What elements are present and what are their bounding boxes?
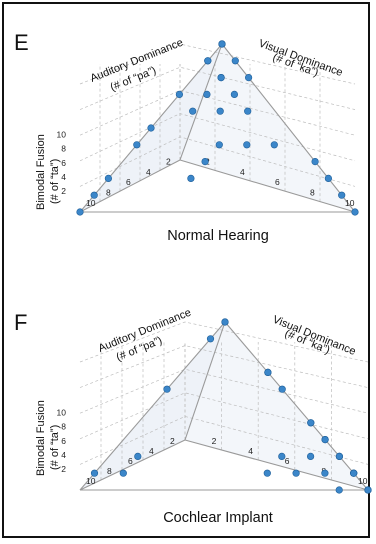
tick-label-bimodal: 8 bbox=[61, 144, 66, 154]
tick-label-visual: 6 bbox=[285, 456, 290, 466]
data-point bbox=[350, 469, 358, 477]
panel-f: F 246810246810246810 Auditory Dominance … bbox=[14, 307, 372, 526]
right-face bbox=[180, 44, 355, 212]
tick-label-auditory: 10 bbox=[86, 198, 96, 208]
tick-label-bimodal: 4 bbox=[61, 172, 66, 182]
data-point bbox=[90, 191, 98, 199]
panel-e: E 246810246810246810 Auditory Dominance … bbox=[14, 30, 359, 244]
panel-caption: Cochlear Implant bbox=[163, 510, 273, 526]
data-point bbox=[175, 90, 183, 98]
tick-label-visual: 8 bbox=[310, 188, 315, 198]
axis-subtitle-bimodal: (# of “ta”) bbox=[49, 425, 61, 470]
triangle-edge bbox=[184, 439, 369, 491]
data-point bbox=[90, 469, 99, 477]
data-point bbox=[351, 208, 359, 216]
tick-label-bimodal: 10 bbox=[57, 408, 67, 418]
data-point bbox=[243, 141, 251, 149]
data-point bbox=[218, 40, 226, 48]
tick-label-auditory: 2 bbox=[170, 436, 175, 446]
triangle-edge bbox=[79, 439, 186, 491]
tick-label-auditory: 8 bbox=[106, 188, 111, 198]
data-point bbox=[278, 452, 286, 461]
data-point bbox=[321, 469, 329, 477]
axis-title-bimodal: Bimodal Fusion bbox=[35, 400, 47, 476]
axis-subtitle-bimodal: (# of “ta”) bbox=[49, 159, 61, 204]
tick-label-auditory: 4 bbox=[149, 446, 154, 456]
tick-label-bimodal: 2 bbox=[61, 464, 66, 474]
tick-label-bimodal: 4 bbox=[61, 450, 66, 460]
data-point bbox=[321, 436, 329, 444]
tick-label-visual: 4 bbox=[240, 167, 245, 177]
data-point bbox=[217, 73, 225, 82]
tick-label-visual: 10 bbox=[358, 476, 368, 486]
gridline-horizontal bbox=[79, 321, 369, 363]
tick-label-bimodal: 2 bbox=[61, 186, 66, 196]
data-point bbox=[187, 174, 195, 182]
tick-label-auditory: 8 bbox=[107, 466, 112, 476]
data-point bbox=[338, 191, 346, 199]
data-point bbox=[307, 419, 315, 427]
panel-letter: F bbox=[14, 310, 27, 335]
triangle-edge bbox=[224, 321, 369, 491]
triangle-edge bbox=[221, 43, 356, 213]
data-point bbox=[292, 469, 300, 477]
data-point bbox=[264, 368, 272, 377]
triangle-edge bbox=[79, 159, 181, 213]
tick-label-auditory: 4 bbox=[146, 167, 151, 177]
plot-frame: 246810246810246810 bbox=[57, 321, 369, 491]
data-point bbox=[163, 385, 171, 393]
panel-caption: Normal Hearing bbox=[167, 228, 269, 244]
data-point bbox=[231, 57, 239, 65]
data-point bbox=[244, 107, 252, 115]
data-point bbox=[215, 141, 223, 149]
gridline-horizontal bbox=[79, 345, 369, 388]
data-point bbox=[76, 208, 84, 216]
triangle-edge bbox=[179, 159, 356, 213]
data-point bbox=[203, 90, 211, 98]
data-point bbox=[245, 73, 253, 82]
axis-title-bimodal: Bimodal Fusion bbox=[35, 134, 47, 210]
data-point bbox=[221, 318, 229, 326]
gridline-horizontal bbox=[79, 368, 369, 414]
tick-label-auditory: 6 bbox=[126, 177, 131, 187]
data-point bbox=[278, 385, 286, 393]
tick-label-visual: 6 bbox=[275, 177, 280, 187]
tick-label-auditory: 10 bbox=[86, 476, 96, 486]
data-point bbox=[201, 158, 209, 166]
triangle-edge bbox=[179, 43, 223, 161]
gridline-horizontal bbox=[79, 43, 356, 85]
data-point bbox=[230, 90, 238, 98]
triangle-edge bbox=[79, 321, 226, 491]
tick-label-auditory: 6 bbox=[128, 456, 133, 466]
data-point bbox=[206, 335, 215, 343]
data-point bbox=[104, 174, 112, 182]
tick-label-visual: 10 bbox=[345, 198, 355, 208]
data-point bbox=[189, 107, 197, 115]
data-point bbox=[134, 452, 142, 461]
tick-label-bimodal: 6 bbox=[61, 158, 66, 168]
data-point bbox=[307, 452, 315, 461]
tick-label-auditory: 2 bbox=[166, 156, 171, 166]
tick-label-visual: 4 bbox=[248, 446, 253, 456]
data-point bbox=[147, 124, 155, 132]
data-point bbox=[216, 107, 224, 115]
triangle-edge bbox=[184, 321, 226, 441]
panel-letter: E bbox=[14, 30, 29, 55]
data-point bbox=[270, 141, 278, 149]
tick-label-visual: 2 bbox=[212, 436, 217, 446]
data-point bbox=[133, 141, 141, 149]
tick-label-bimodal: 8 bbox=[61, 422, 66, 432]
tick-label-bimodal: 6 bbox=[61, 436, 66, 446]
data-point bbox=[364, 486, 372, 494]
data-point bbox=[324, 174, 333, 182]
right-face bbox=[185, 322, 368, 490]
data-point bbox=[263, 469, 271, 477]
tick-label-bimodal: 10 bbox=[57, 130, 67, 140]
data-point bbox=[311, 158, 319, 166]
data-point bbox=[335, 452, 344, 461]
data-point bbox=[119, 469, 127, 477]
data-point bbox=[335, 486, 343, 494]
data-point bbox=[204, 57, 212, 65]
